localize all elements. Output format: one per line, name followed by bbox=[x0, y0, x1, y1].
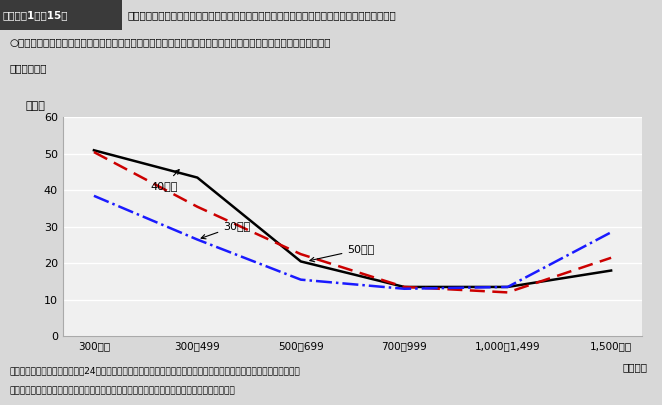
Text: 年収階級別初職からの転職回数が２回以上の者の割合（役員又は正規の職員・従業員、男女計）: 年収階級別初職からの転職回数が２回以上の者の割合（役員又は正規の職員・従業員、男… bbox=[128, 10, 397, 20]
Text: （万円）: （万円） bbox=[623, 362, 648, 372]
Text: 第３－（1）－15図: 第３－（1）－15図 bbox=[3, 10, 68, 20]
Text: 50歳台: 50歳台 bbox=[310, 244, 375, 262]
Text: （注）　現職、前職以外が初職である者を「初職からの転職経験が２回以上の者」とした。: （注） 現職、前職以外が初職である者を「初職からの転職経験が２回以上の者」とした… bbox=[10, 387, 236, 396]
Text: （％）: （％） bbox=[25, 101, 45, 111]
Text: ○　比較的所得が低い層と高所得者層で２回以上の転職経験者が多く、中間層では２回以上の転職経験者は相対的: ○ 比較的所得が低い層と高所得者層で２回以上の転職経験者が多く、中間層では２回以… bbox=[10, 37, 332, 47]
Text: 40歳台: 40歳台 bbox=[151, 170, 179, 190]
Text: 30歳台: 30歳台 bbox=[201, 221, 250, 239]
Text: に少ない。: に少ない。 bbox=[10, 63, 48, 73]
Text: 資料出所　総務省統計局「平成24年就業構造基本調査」の調査票情報を厚生労働省労働政策担当参事官室にて独自集計: 資料出所 総務省統計局「平成24年就業構造基本調査」の調査票情報を厚生労働省労働… bbox=[10, 367, 301, 375]
Bar bbox=[0, 0, 122, 30]
